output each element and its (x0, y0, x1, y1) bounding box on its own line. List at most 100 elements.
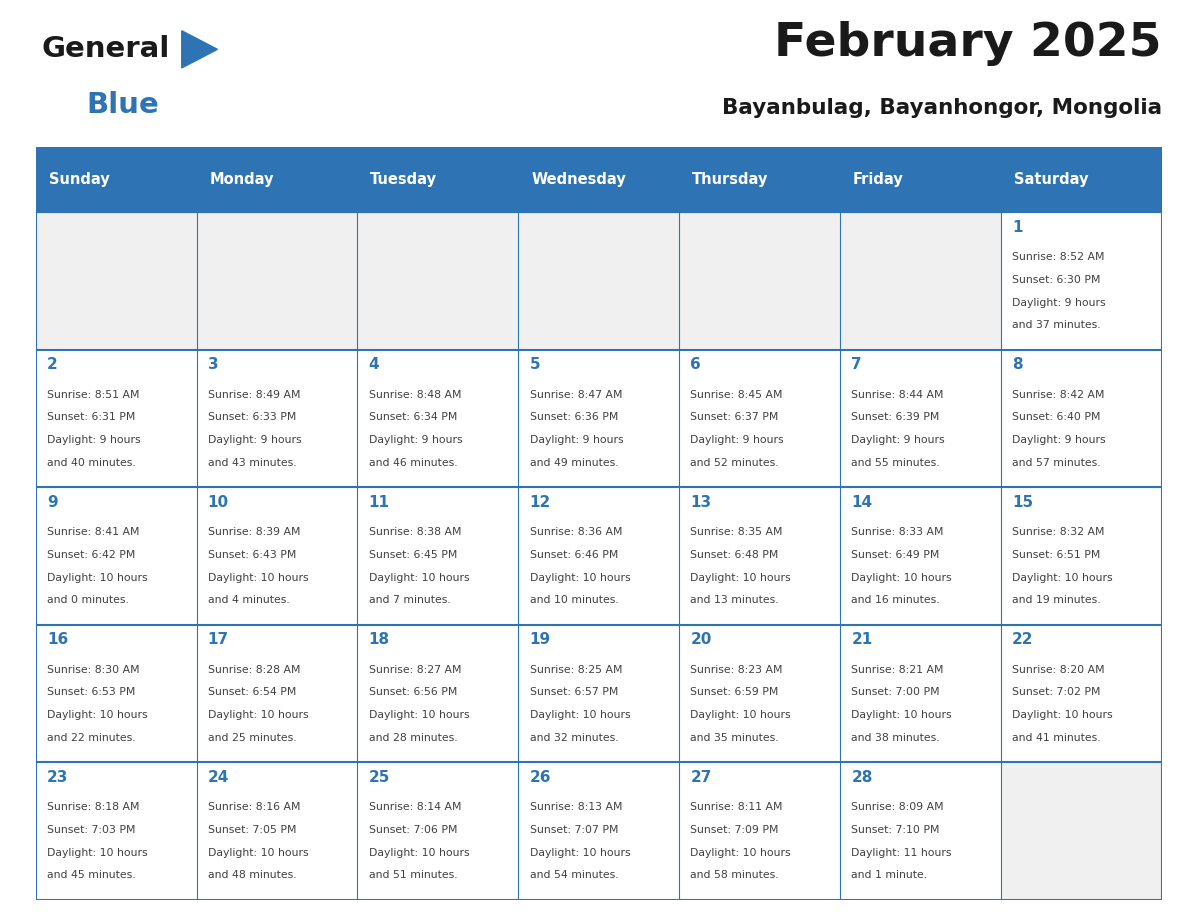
Text: and 41 minutes.: and 41 minutes. (1012, 733, 1101, 743)
Text: Daylight: 9 hours: Daylight: 9 hours (46, 435, 140, 445)
Text: Daylight: 10 hours: Daylight: 10 hours (852, 711, 952, 720)
Text: 2: 2 (46, 357, 58, 372)
Text: and 54 minutes.: and 54 minutes. (530, 870, 618, 880)
Text: Wednesday: Wednesday (531, 172, 626, 187)
Text: and 35 minutes.: and 35 minutes. (690, 733, 779, 743)
Bar (840, 350, 1001, 487)
Text: Sunset: 7:07 PM: Sunset: 7:07 PM (530, 825, 618, 835)
Text: Sunset: 7:00 PM: Sunset: 7:00 PM (852, 688, 940, 698)
Text: Daylight: 10 hours: Daylight: 10 hours (530, 573, 630, 583)
Text: Sunset: 6:36 PM: Sunset: 6:36 PM (530, 412, 618, 422)
Text: Sunrise: 8:09 AM: Sunrise: 8:09 AM (852, 802, 944, 812)
Text: Daylight: 9 hours: Daylight: 9 hours (208, 435, 302, 445)
Text: Daylight: 10 hours: Daylight: 10 hours (46, 573, 147, 583)
Text: Sunset: 7:02 PM: Sunset: 7:02 PM (1012, 688, 1101, 698)
Bar (196, 147, 358, 212)
Text: Daylight: 10 hours: Daylight: 10 hours (208, 573, 309, 583)
Bar (518, 762, 680, 900)
Text: Daylight: 10 hours: Daylight: 10 hours (690, 711, 791, 720)
Text: Sunrise: 8:39 AM: Sunrise: 8:39 AM (208, 527, 301, 537)
Text: Daylight: 9 hours: Daylight: 9 hours (368, 435, 462, 445)
Text: Sunset: 6:34 PM: Sunset: 6:34 PM (368, 412, 457, 422)
Text: 11: 11 (368, 495, 390, 509)
Text: Sunset: 6:48 PM: Sunset: 6:48 PM (690, 550, 779, 560)
Bar (196, 487, 358, 624)
Bar (680, 762, 840, 900)
Text: Daylight: 10 hours: Daylight: 10 hours (690, 573, 791, 583)
Text: Sunrise: 8:42 AM: Sunrise: 8:42 AM (1012, 390, 1105, 399)
Text: Sunrise: 8:14 AM: Sunrise: 8:14 AM (368, 802, 461, 812)
Text: and 22 minutes.: and 22 minutes. (46, 733, 135, 743)
Text: 4: 4 (368, 357, 379, 372)
Bar (36, 212, 196, 350)
Bar (358, 212, 518, 350)
Text: Sunrise: 8:30 AM: Sunrise: 8:30 AM (46, 665, 139, 675)
Text: General: General (42, 35, 170, 63)
Text: Sunrise: 8:18 AM: Sunrise: 8:18 AM (46, 802, 139, 812)
Text: Daylight: 11 hours: Daylight: 11 hours (852, 847, 952, 857)
Text: Sunset: 6:57 PM: Sunset: 6:57 PM (530, 688, 618, 698)
Text: 13: 13 (690, 495, 712, 509)
Text: and 38 minutes.: and 38 minutes. (852, 733, 940, 743)
Text: Sunrise: 8:47 AM: Sunrise: 8:47 AM (530, 390, 623, 399)
Bar (1001, 624, 1162, 762)
Bar (518, 147, 680, 212)
Text: Monday: Monday (209, 172, 274, 187)
Bar (36, 350, 196, 487)
Text: Sunrise: 8:41 AM: Sunrise: 8:41 AM (46, 527, 139, 537)
Text: 16: 16 (46, 633, 68, 647)
Text: 27: 27 (690, 769, 712, 785)
Text: 14: 14 (852, 495, 872, 509)
Text: Sunrise: 8:44 AM: Sunrise: 8:44 AM (852, 390, 943, 399)
Text: 21: 21 (852, 633, 873, 647)
Bar (358, 487, 518, 624)
Text: 10: 10 (208, 495, 229, 509)
Text: Sunrise: 8:23 AM: Sunrise: 8:23 AM (690, 665, 783, 675)
Bar (680, 624, 840, 762)
Text: 20: 20 (690, 633, 712, 647)
Bar (680, 147, 840, 212)
Text: 24: 24 (208, 769, 229, 785)
Text: 7: 7 (852, 357, 862, 372)
Text: Daylight: 10 hours: Daylight: 10 hours (208, 847, 309, 857)
Bar (1001, 487, 1162, 624)
Bar (680, 487, 840, 624)
Text: and 10 minutes.: and 10 minutes. (530, 596, 618, 605)
Text: and 13 minutes.: and 13 minutes. (690, 596, 779, 605)
Text: Daylight: 10 hours: Daylight: 10 hours (530, 711, 630, 720)
Text: Daylight: 10 hours: Daylight: 10 hours (530, 847, 630, 857)
Text: Sunrise: 8:49 AM: Sunrise: 8:49 AM (208, 390, 301, 399)
Text: Sunset: 6:40 PM: Sunset: 6:40 PM (1012, 412, 1101, 422)
Text: Sunset: 6:42 PM: Sunset: 6:42 PM (46, 550, 135, 560)
Text: 8: 8 (1012, 357, 1023, 372)
Text: Daylight: 9 hours: Daylight: 9 hours (852, 435, 944, 445)
Text: Daylight: 9 hours: Daylight: 9 hours (1012, 435, 1106, 445)
Text: and 46 minutes.: and 46 minutes. (368, 458, 457, 468)
Text: and 1 minute.: and 1 minute. (852, 870, 928, 880)
Text: Sunrise: 8:20 AM: Sunrise: 8:20 AM (1012, 665, 1105, 675)
Bar (840, 147, 1001, 212)
Text: Saturday: Saturday (1013, 172, 1088, 187)
Text: 25: 25 (368, 769, 390, 785)
Text: Tuesday: Tuesday (371, 172, 437, 187)
Text: and 45 minutes.: and 45 minutes. (46, 870, 135, 880)
Bar (840, 487, 1001, 624)
Text: and 55 minutes.: and 55 minutes. (852, 458, 940, 468)
Text: Sunset: 6:43 PM: Sunset: 6:43 PM (208, 550, 296, 560)
Text: Sunset: 7:10 PM: Sunset: 7:10 PM (852, 825, 940, 835)
Text: 6: 6 (690, 357, 701, 372)
Bar (1001, 762, 1162, 900)
Text: Sunday: Sunday (49, 172, 109, 187)
Text: Daylight: 10 hours: Daylight: 10 hours (208, 711, 309, 720)
Bar (36, 624, 196, 762)
Text: and 28 minutes.: and 28 minutes. (368, 733, 457, 743)
Bar (518, 487, 680, 624)
Text: Sunset: 6:37 PM: Sunset: 6:37 PM (690, 412, 779, 422)
Bar (36, 762, 196, 900)
Text: Daylight: 10 hours: Daylight: 10 hours (1012, 711, 1113, 720)
Text: Sunset: 6:46 PM: Sunset: 6:46 PM (530, 550, 618, 560)
Bar (36, 487, 196, 624)
Text: 18: 18 (368, 633, 390, 647)
Bar (840, 212, 1001, 350)
Text: 9: 9 (46, 495, 57, 509)
